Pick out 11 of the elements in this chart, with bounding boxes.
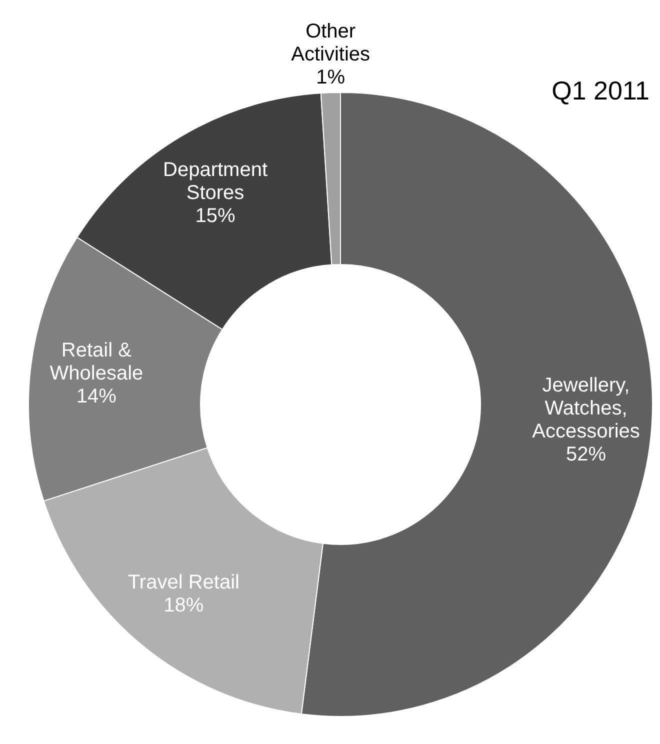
data-label: 52% <box>566 443 606 466</box>
data-label: 18% <box>164 594 204 617</box>
data-label: 1% <box>316 66 346 89</box>
text: Q1 2011 <box>552 76 650 106</box>
data-label: 14% <box>76 386 117 408</box>
slice-label: Other Activities <box>291 20 370 66</box>
slice-label: Retail & Wholesale <box>50 340 144 385</box>
slice-label: Jewellery, Watches, Accessories <box>532 374 640 442</box>
slice-label: Travel Retail <box>128 572 240 594</box>
data-label: 15% <box>195 204 236 227</box>
slice-label: Department Stores <box>163 158 268 204</box>
